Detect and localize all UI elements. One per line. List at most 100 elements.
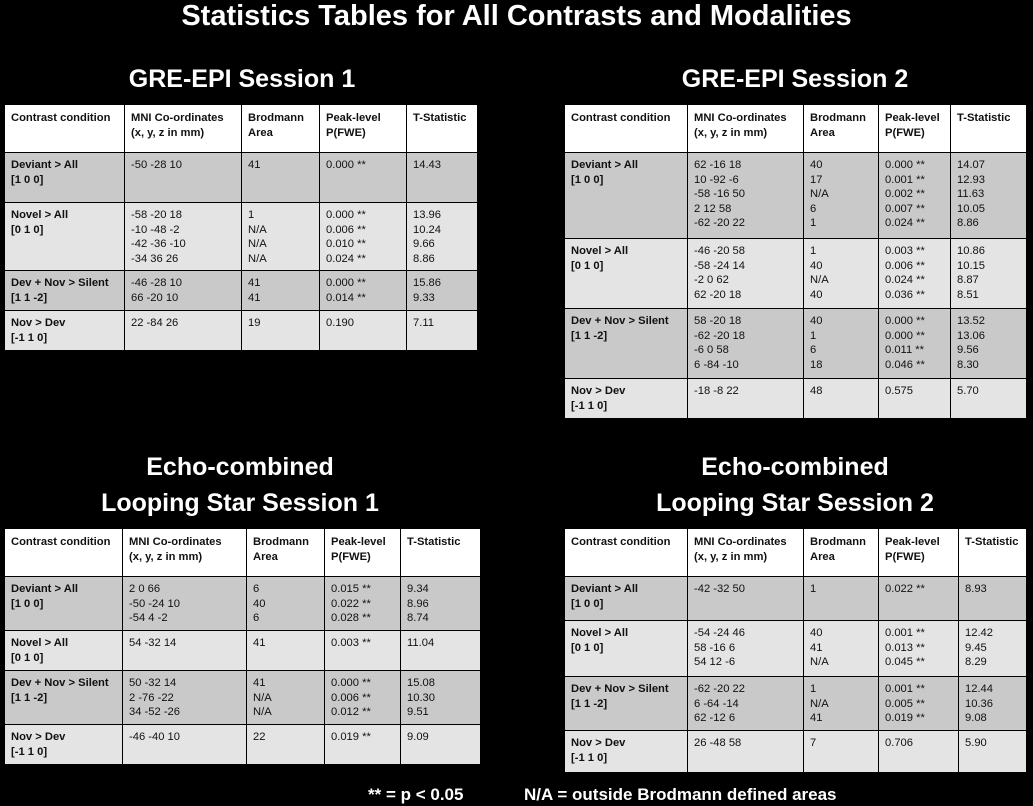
- cell-line: Novel > All: [571, 245, 629, 257]
- cell-line: [1 0 0]: [11, 597, 44, 610]
- cell-line: -42 -32 50: [694, 583, 745, 595]
- cell-line: 8.86: [413, 252, 435, 265]
- cell-line: 40: [810, 259, 823, 272]
- header-peak-level-pfwe: Peak-level P(FWE): [319, 104, 407, 153]
- cell-line: 7: [810, 737, 817, 749]
- cell-line: -62 -20 22: [694, 683, 745, 695]
- cell-line: 1: [810, 583, 817, 595]
- cell-line: 7.11: [413, 317, 434, 330]
- mni-cell: 62 -16 18 10 -92 -6 -58 -16 50 2 12 58 -62 -…: [687, 152, 804, 239]
- cell-line: 14.07: [957, 159, 985, 171]
- cell-line: Area: [248, 126, 273, 139]
- header-t-statistic: T-Statistic: [950, 104, 1027, 153]
- cell-line: Dev + Nov > Silent: [11, 677, 109, 689]
- cell-line: 62 -20 18: [694, 288, 742, 301]
- cell-line: 0.046 **: [885, 358, 925, 371]
- cell-line: 41: [253, 677, 266, 689]
- cell-line: 0.000 **: [885, 159, 925, 171]
- cell-line: 0.013 **: [885, 641, 925, 654]
- table-row: Deviant > All [1 0 0] 62 -16 18 10 -92 -6 -…: [564, 152, 1027, 239]
- cell-line: 40: [810, 159, 823, 171]
- cell-line: 0.000 **: [885, 329, 925, 342]
- brodmann-cell: 1: [803, 576, 879, 621]
- cell-line: T-Statistic: [957, 112, 1011, 124]
- cell-line: 8.93: [965, 583, 987, 595]
- cell-line: 0.706: [885, 737, 913, 749]
- header-row: Contrast condition MNI Co-ordinates (x, y…: [564, 104, 1027, 153]
- cell-line: Peak-level: [326, 112, 381, 124]
- mni-cell: -46 -20 58 -58 -24 14 -2 0 62 62 -20 18: [687, 238, 804, 309]
- cell-line: 54 -32 14: [129, 637, 177, 649]
- cell-line: T-Statistic: [407, 536, 461, 548]
- cell-line: 0.019 **: [331, 731, 371, 743]
- cell-line: 48: [810, 385, 823, 397]
- table-row: Dev + Nov > Silent [1 1 -2] 58 -20 18 -62 …: [564, 308, 1027, 379]
- table-title-looping-star-session-1: Echo-combined Looping Star Session 1: [101, 453, 379, 517]
- contrast-cell: Nov > Dev [-1 1 0]: [4, 310, 125, 352]
- header-row: Contrast condition MNI Co-ordinates (x, y…: [564, 528, 1027, 577]
- header-row: Contrast condition MNI Co-ordinates (x, y…: [4, 104, 478, 153]
- brodmann-cell: 41 41: [241, 270, 320, 312]
- cell-line: 13.52: [957, 315, 985, 327]
- cell-line: 0.003 **: [331, 637, 371, 649]
- cell-line: 1: [810, 329, 817, 342]
- contrast-cell: Deviant > All [1 0 0]: [4, 576, 123, 631]
- cell-line: [1 0 0]: [11, 173, 44, 186]
- cell-line: 0.022 **: [885, 583, 925, 595]
- cell-line: Contrast condition: [571, 112, 671, 124]
- pfwe-cell: 0.000 ** 0.006 ** 0.012 **: [324, 670, 401, 725]
- cell-line: Deviant > All: [571, 159, 639, 171]
- cell-line: [-1 1 0]: [11, 331, 48, 344]
- cell-line: 0.002 **: [885, 188, 925, 201]
- cell-line: -54 4 -2: [129, 612, 168, 625]
- cell-line: N/A: [248, 223, 267, 236]
- cell-line: 9.08: [965, 712, 987, 725]
- cell-line: [1 1 -2]: [11, 291, 48, 304]
- pfwe-cell: 0.000 ** 0.006 ** 0.010 ** 0.024 **: [319, 201, 407, 272]
- cell-line: 0.000 **: [326, 277, 366, 290]
- header-contrast-condition: Contrast condition: [4, 528, 123, 577]
- cell-line: Area: [810, 550, 835, 563]
- stats-table-gre-epi-session-2: Contrast condition MNI Co-ordinates (x, y…: [564, 104, 1027, 419]
- cell-line: 58 -16 6: [694, 641, 736, 654]
- cell-line: Novel > All: [11, 637, 69, 649]
- cell-line: -62 -20 18: [694, 329, 745, 342]
- table-row: Nov > Dev [-1 1 0] -46 -40 10 22 0.019 **…: [4, 724, 481, 765]
- cell-line: N/A: [248, 252, 267, 265]
- cell-line: (x, y, z in mm): [694, 550, 768, 563]
- brodmann-cell: 7: [803, 730, 879, 773]
- tstat-cell: 13.52 13.06 9.56 8.30: [950, 308, 1027, 379]
- contrast-cell: Dev + Nov > Silent [1 1 -2]: [4, 670, 123, 725]
- cell-line: Contrast condition: [571, 536, 671, 548]
- cell-line: MNI Co-ordinates: [694, 536, 787, 548]
- cell-line: 0.001 **: [885, 683, 925, 695]
- brodmann-cell: 6 40 6: [246, 576, 325, 631]
- header-peak-level-pfwe: Peak-level P(FWE): [878, 528, 959, 577]
- cell-line: 1: [248, 209, 255, 221]
- cell-line: -34 36 26: [131, 252, 179, 265]
- cell-line: 0.014 **: [326, 291, 366, 304]
- cell-line: 8.29: [965, 656, 987, 669]
- cell-line: 0.000 **: [326, 159, 366, 171]
- cell-line: [0 1 0]: [571, 259, 604, 272]
- cell-line: Dev + Nov > Silent: [571, 315, 669, 327]
- cell-line: 1: [810, 245, 817, 257]
- cell-line: 9.34: [407, 583, 429, 595]
- cell-line: 0.007 **: [885, 202, 925, 215]
- cell-line: -2 0 62: [694, 274, 729, 287]
- cell-line: 15.86: [413, 277, 441, 290]
- cell-line: 0.024 **: [326, 252, 366, 265]
- cell-line: 62 -16 18: [694, 159, 742, 171]
- contrast-cell: Novel > All [0 1 0]: [4, 630, 123, 671]
- cell-line: 17: [810, 173, 823, 186]
- contrast-cell: Deviant > All [1 0 0]: [564, 152, 688, 239]
- cell-line: 2 0 66: [129, 583, 161, 595]
- cell-line: 0.024 **: [885, 274, 925, 287]
- cell-line: 22: [253, 731, 266, 743]
- cell-line: 10.24: [413, 223, 441, 236]
- table-row: Dev + Nov > Silent [1 1 -2] -46 -28 10 66 …: [4, 270, 478, 312]
- brodmann-cell: 22: [246, 724, 325, 765]
- cell-line: N/A: [253, 691, 272, 704]
- cell-line: -46 -40 10: [129, 731, 180, 743]
- cell-line: 8.96: [407, 597, 429, 610]
